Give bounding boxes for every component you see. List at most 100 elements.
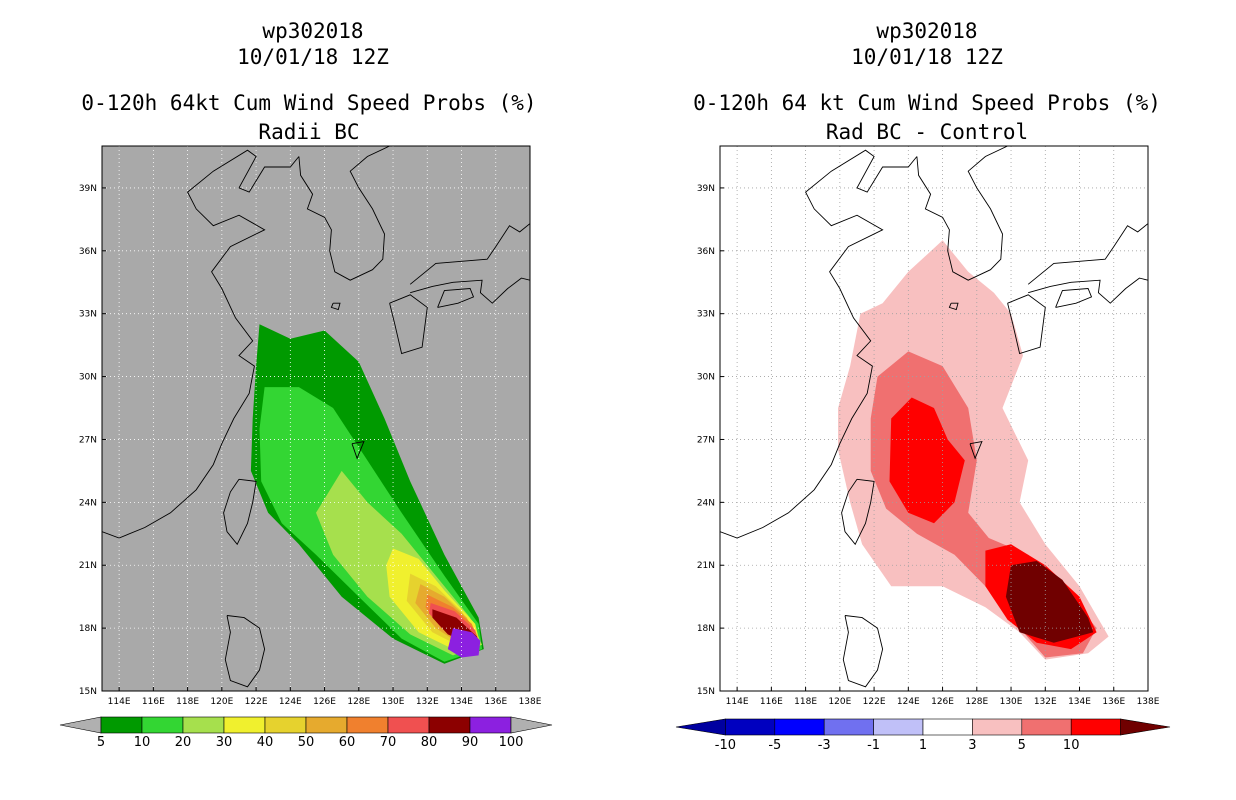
x-tick-label: 126E: [313, 697, 336, 707]
y-tick-label: 30N: [79, 373, 97, 383]
x-tick-label: 134E: [450, 697, 473, 707]
colorbar-swatch: [823, 718, 874, 736]
x-tick-label: 114E: [726, 697, 749, 707]
colorbar-level-label: 100: [499, 735, 524, 750]
y-tick-label: 30N: [697, 373, 715, 383]
map-content: [102, 146, 530, 691]
x-tick-label: 120E: [210, 697, 233, 707]
x-tick-label: 136E: [1102, 697, 1125, 707]
chart-title-right: 0-120h 64 kt Cum Wind Speed Probs (%): [693, 91, 1161, 115]
map-border: [101, 145, 531, 692]
coastline: [916, 146, 1008, 281]
colorbar-swatch: [223, 716, 266, 734]
x-tick-label: 132E: [416, 697, 439, 707]
colorbar-swatch: [922, 718, 973, 736]
colorbar-level-label: -3: [818, 738, 831, 753]
map-panel-1: 114E 116E 118E 120E 122E 124E 126E 128E 130E 132E…: [59, 145, 553, 750]
datetime-right: 10/01/18 12Z: [851, 45, 1003, 69]
y-tick-label: 39N: [697, 184, 715, 194]
y-tick-label: 21N: [697, 561, 715, 571]
x-tick-label: 138E: [519, 697, 542, 707]
colorbar-swatch: [305, 716, 348, 734]
prob-contour-10: [1005, 561, 1094, 643]
colorbar-level-label: 10: [1063, 738, 1080, 753]
colorbar-swatch: [1021, 718, 1072, 736]
coastline: [948, 302, 959, 311]
coastline: [389, 294, 428, 355]
colorbar-swatch: [774, 718, 825, 736]
y-tick-label: 15N: [697, 687, 715, 697]
x-tick-label: 122E: [245, 697, 268, 707]
y-tick-label: 24N: [697, 498, 715, 508]
x-tick-label: 124E: [897, 697, 920, 707]
coastline: [969, 441, 983, 460]
x-tick-label: 136E: [484, 697, 507, 707]
prob-contour-5: [889, 397, 965, 524]
map-border: [719, 145, 1149, 692]
x-tick-label: 134E: [1068, 697, 1091, 707]
coastline: [841, 478, 875, 546]
colorbar-swatch: [387, 716, 430, 734]
coastline: [410, 277, 530, 304]
colorbar-swatch: [182, 716, 225, 734]
colorbar-over-arrow: [1120, 718, 1171, 736]
x-tick-label: 118E: [794, 697, 817, 707]
x-tick-label: 126E: [931, 697, 954, 707]
colorbar-level-label: 90: [462, 735, 479, 750]
storm-id-right: wp302018: [876, 19, 978, 43]
coastline: [409, 223, 530, 285]
coastline: [102, 149, 300, 539]
colorbar-level-label: 40: [257, 735, 274, 750]
colorbar-level-label: 50: [298, 735, 315, 750]
colorbar-under-arrow: [59, 716, 102, 734]
y-tick-label: 36N: [79, 247, 97, 257]
y-tick-label: 33N: [79, 310, 97, 320]
coastline: [437, 288, 475, 308]
y-tick-label: 18N: [697, 624, 715, 634]
colorbar-under-arrow: [675, 718, 726, 736]
y-tick-label: 18N: [79, 624, 97, 634]
map-content: [720, 146, 1148, 691]
x-tick-label: 120E: [828, 697, 851, 707]
x-tick-label: 124E: [279, 697, 302, 707]
coastline: [298, 146, 390, 281]
x-tick-label: 132E: [1034, 697, 1057, 707]
coastline: [1007, 294, 1046, 355]
coastline: [1027, 223, 1148, 285]
coastline: [720, 149, 918, 539]
map-panel-2: 114E 116E 118E 120E 122E 124E 126E 128E 130E 132E…: [675, 145, 1171, 753]
coastline: [330, 302, 341, 311]
colorbar-level-label: 1: [919, 738, 927, 753]
colorbar-swatch: [469, 716, 512, 734]
coastline: [223, 478, 257, 546]
y-tick-label: 15N: [79, 687, 97, 697]
y-tick-label: 36N: [697, 247, 715, 257]
colorbar-level-label: 10: [134, 735, 151, 750]
x-tick-label: 128E: [347, 697, 370, 707]
y-tick-label: 33N: [697, 310, 715, 320]
chart-subtitle-left: Radii BC: [258, 120, 360, 144]
colorbar-swatch: [972, 718, 1023, 736]
colorbar-level-label: -5: [768, 738, 781, 753]
colorbar-swatch: [100, 716, 143, 734]
y-tick-label: 39N: [79, 184, 97, 194]
colorbar-swatch: [725, 718, 776, 736]
coastline: [842, 615, 884, 688]
x-tick-label: 114E: [108, 697, 131, 707]
y-tick-label: 27N: [79, 435, 97, 445]
x-tick-label: 128E: [965, 697, 988, 707]
colorbar-level-label: 5: [97, 735, 105, 750]
colorbar-1: 5 10 20 30 40 50 60 70 80 90 100: [59, 716, 553, 750]
y-tick-label: 27N: [697, 435, 715, 445]
chart-title-left: 0-120h 64kt Cum Wind Speed Probs (%): [81, 91, 537, 115]
colorbar-level-label: -10: [715, 738, 736, 753]
chart-subtitle-right: Rad BC - Control: [825, 120, 1029, 144]
x-tick-label: 122E: [863, 697, 886, 707]
x-tick-label: 118E: [176, 697, 199, 707]
x-tick-label: 116E: [760, 697, 783, 707]
colorbar-swatch: [141, 716, 184, 734]
colorbar-level-label: 60: [339, 735, 356, 750]
coastline: [351, 441, 365, 460]
storm-id-left: wp302018: [262, 19, 364, 43]
